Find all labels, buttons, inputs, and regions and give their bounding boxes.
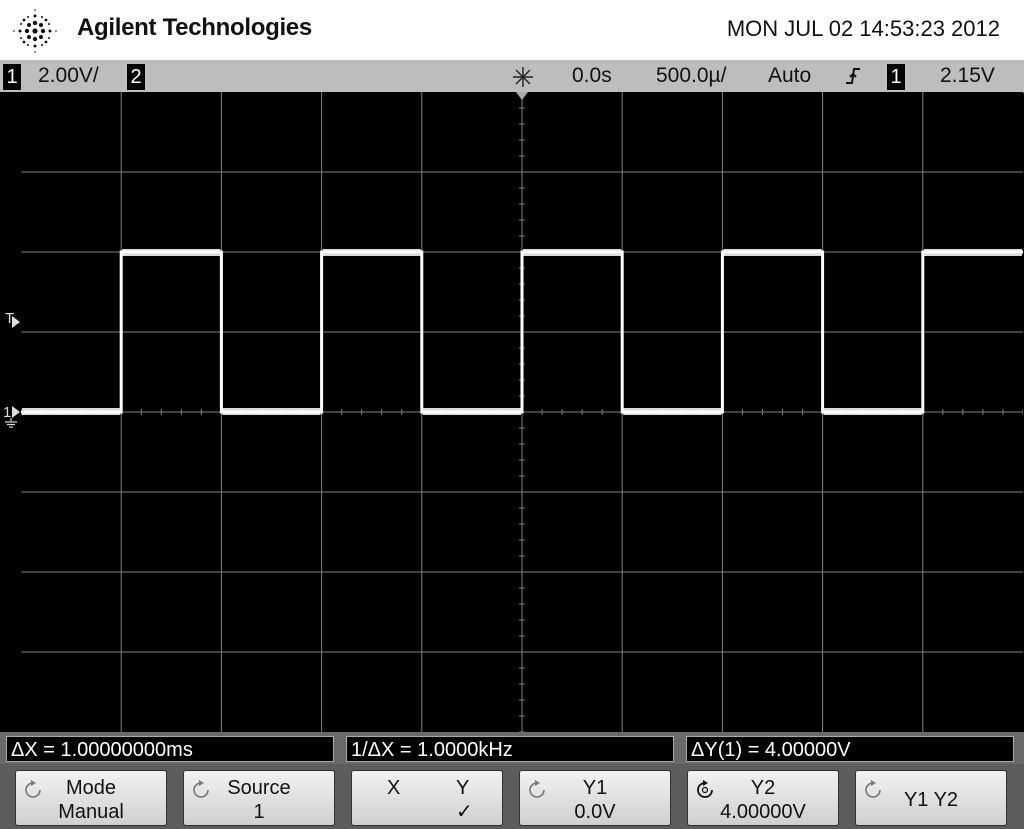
- mode-title: Mode: [65, 777, 117, 799]
- source-value: 1: [253, 801, 265, 823]
- ground-arrow-icon: [12, 406, 20, 418]
- delta-x-readout: ΔX = 1.00000000ms: [6, 736, 334, 762]
- ground-symbol-icon: [5, 418, 17, 428]
- trigger-level-arrow-icon: [12, 316, 20, 328]
- y1-value: 0.0V: [574, 801, 616, 823]
- softkey-bar: Mode Manual Source 1 X Y ✓ Y1 0.0V Y2 4.…: [0, 764, 1024, 829]
- xy-cursor-softkey[interactable]: X Y ✓: [351, 770, 503, 826]
- y1-title: Y1: [582, 777, 608, 799]
- waveform-noise-band: [823, 408, 922, 415]
- y2-value: 4.00000V: [720, 801, 806, 823]
- waveform-trace: [21, 250, 1023, 414]
- trigger-mode: Auto: [768, 64, 812, 87]
- inverse-delta-x-readout: 1/ΔX = 1.0000kHz: [346, 736, 674, 762]
- waveform-noise-band: [723, 249, 822, 256]
- channel-2-badge[interactable]: 2: [127, 64, 145, 90]
- status-bar: 1 2.00V/ 2 0.0s 500.0µ/ Auto 1 2.15V: [0, 60, 1024, 93]
- y1-softkey[interactable]: Y1 0.0V: [519, 770, 671, 826]
- waveform-plot: [20, 91, 1024, 733]
- waveform-noise-band: [923, 249, 1022, 256]
- waveform-noise-band: [122, 249, 221, 256]
- waveform-noise-band: [222, 408, 321, 415]
- measurement-bar: ΔX = 1.00000000ms 1/ΔX = 1.0000kHz ΔY(1)…: [0, 732, 1024, 764]
- mode-softkey[interactable]: Mode Manual: [15, 770, 167, 826]
- trigger-source-badge[interactable]: 1: [887, 64, 905, 90]
- rotary-knob-icon: [529, 780, 545, 798]
- mode-value: Manual: [58, 801, 124, 823]
- waveform-noise-band: [523, 249, 622, 256]
- rotary-knob-active-icon: [697, 780, 713, 798]
- channel-1-scale: 2.00V/: [38, 64, 99, 87]
- agilent-spark-icon: [13, 9, 57, 53]
- y-selected-check-icon: ✓: [456, 801, 473, 823]
- header: Agilent Technologies MON JUL 02 14:53:23…: [0, 0, 1024, 60]
- trigger-delay: 0.0s: [572, 64, 612, 87]
- y1-y2-softkey[interactable]: Y1 Y2: [855, 770, 1007, 826]
- datetime: MON JUL 02 14:53:23 2012: [726, 16, 1000, 41]
- channel-1-badge[interactable]: 1: [3, 64, 21, 90]
- marker-strip: T 1: [0, 92, 21, 732]
- timebase: 500.0µ/: [656, 64, 727, 87]
- rotary-knob-icon: [865, 780, 881, 798]
- delta-y-readout: ΔY(1) = 4.00000V: [686, 736, 1014, 762]
- trigger-level: 2.15V: [940, 64, 995, 87]
- y2-softkey[interactable]: Y2 4.00000V: [687, 770, 839, 826]
- rotary-knob-icon: [193, 780, 209, 798]
- y2-title: Y2: [750, 777, 776, 799]
- waveform-noise-band: [623, 408, 722, 415]
- source-title: Source: [227, 777, 291, 799]
- brand-name: Agilent Technologies: [77, 14, 312, 41]
- y-cursor-label: Y: [456, 777, 470, 799]
- trigger-level-marker: T: [5, 310, 15, 327]
- waveform-noise-band: [422, 408, 521, 415]
- trigger-star-icon: [513, 67, 533, 87]
- waveform-noise-band: [322, 249, 421, 256]
- rotary-knob-icon: [25, 780, 41, 798]
- rising-edge-icon: [846, 68, 860, 84]
- source-softkey[interactable]: Source 1: [183, 770, 335, 826]
- y1-y2-label: Y1 Y2: [903, 789, 959, 811]
- channel-1-ground-marker: 1: [3, 404, 12, 421]
- x-cursor-label: X: [387, 777, 401, 799]
- trigger-position-marker: [516, 92, 528, 100]
- waveform-noise-band: [22, 408, 121, 415]
- waveform-display[interactable]: [20, 91, 1024, 733]
